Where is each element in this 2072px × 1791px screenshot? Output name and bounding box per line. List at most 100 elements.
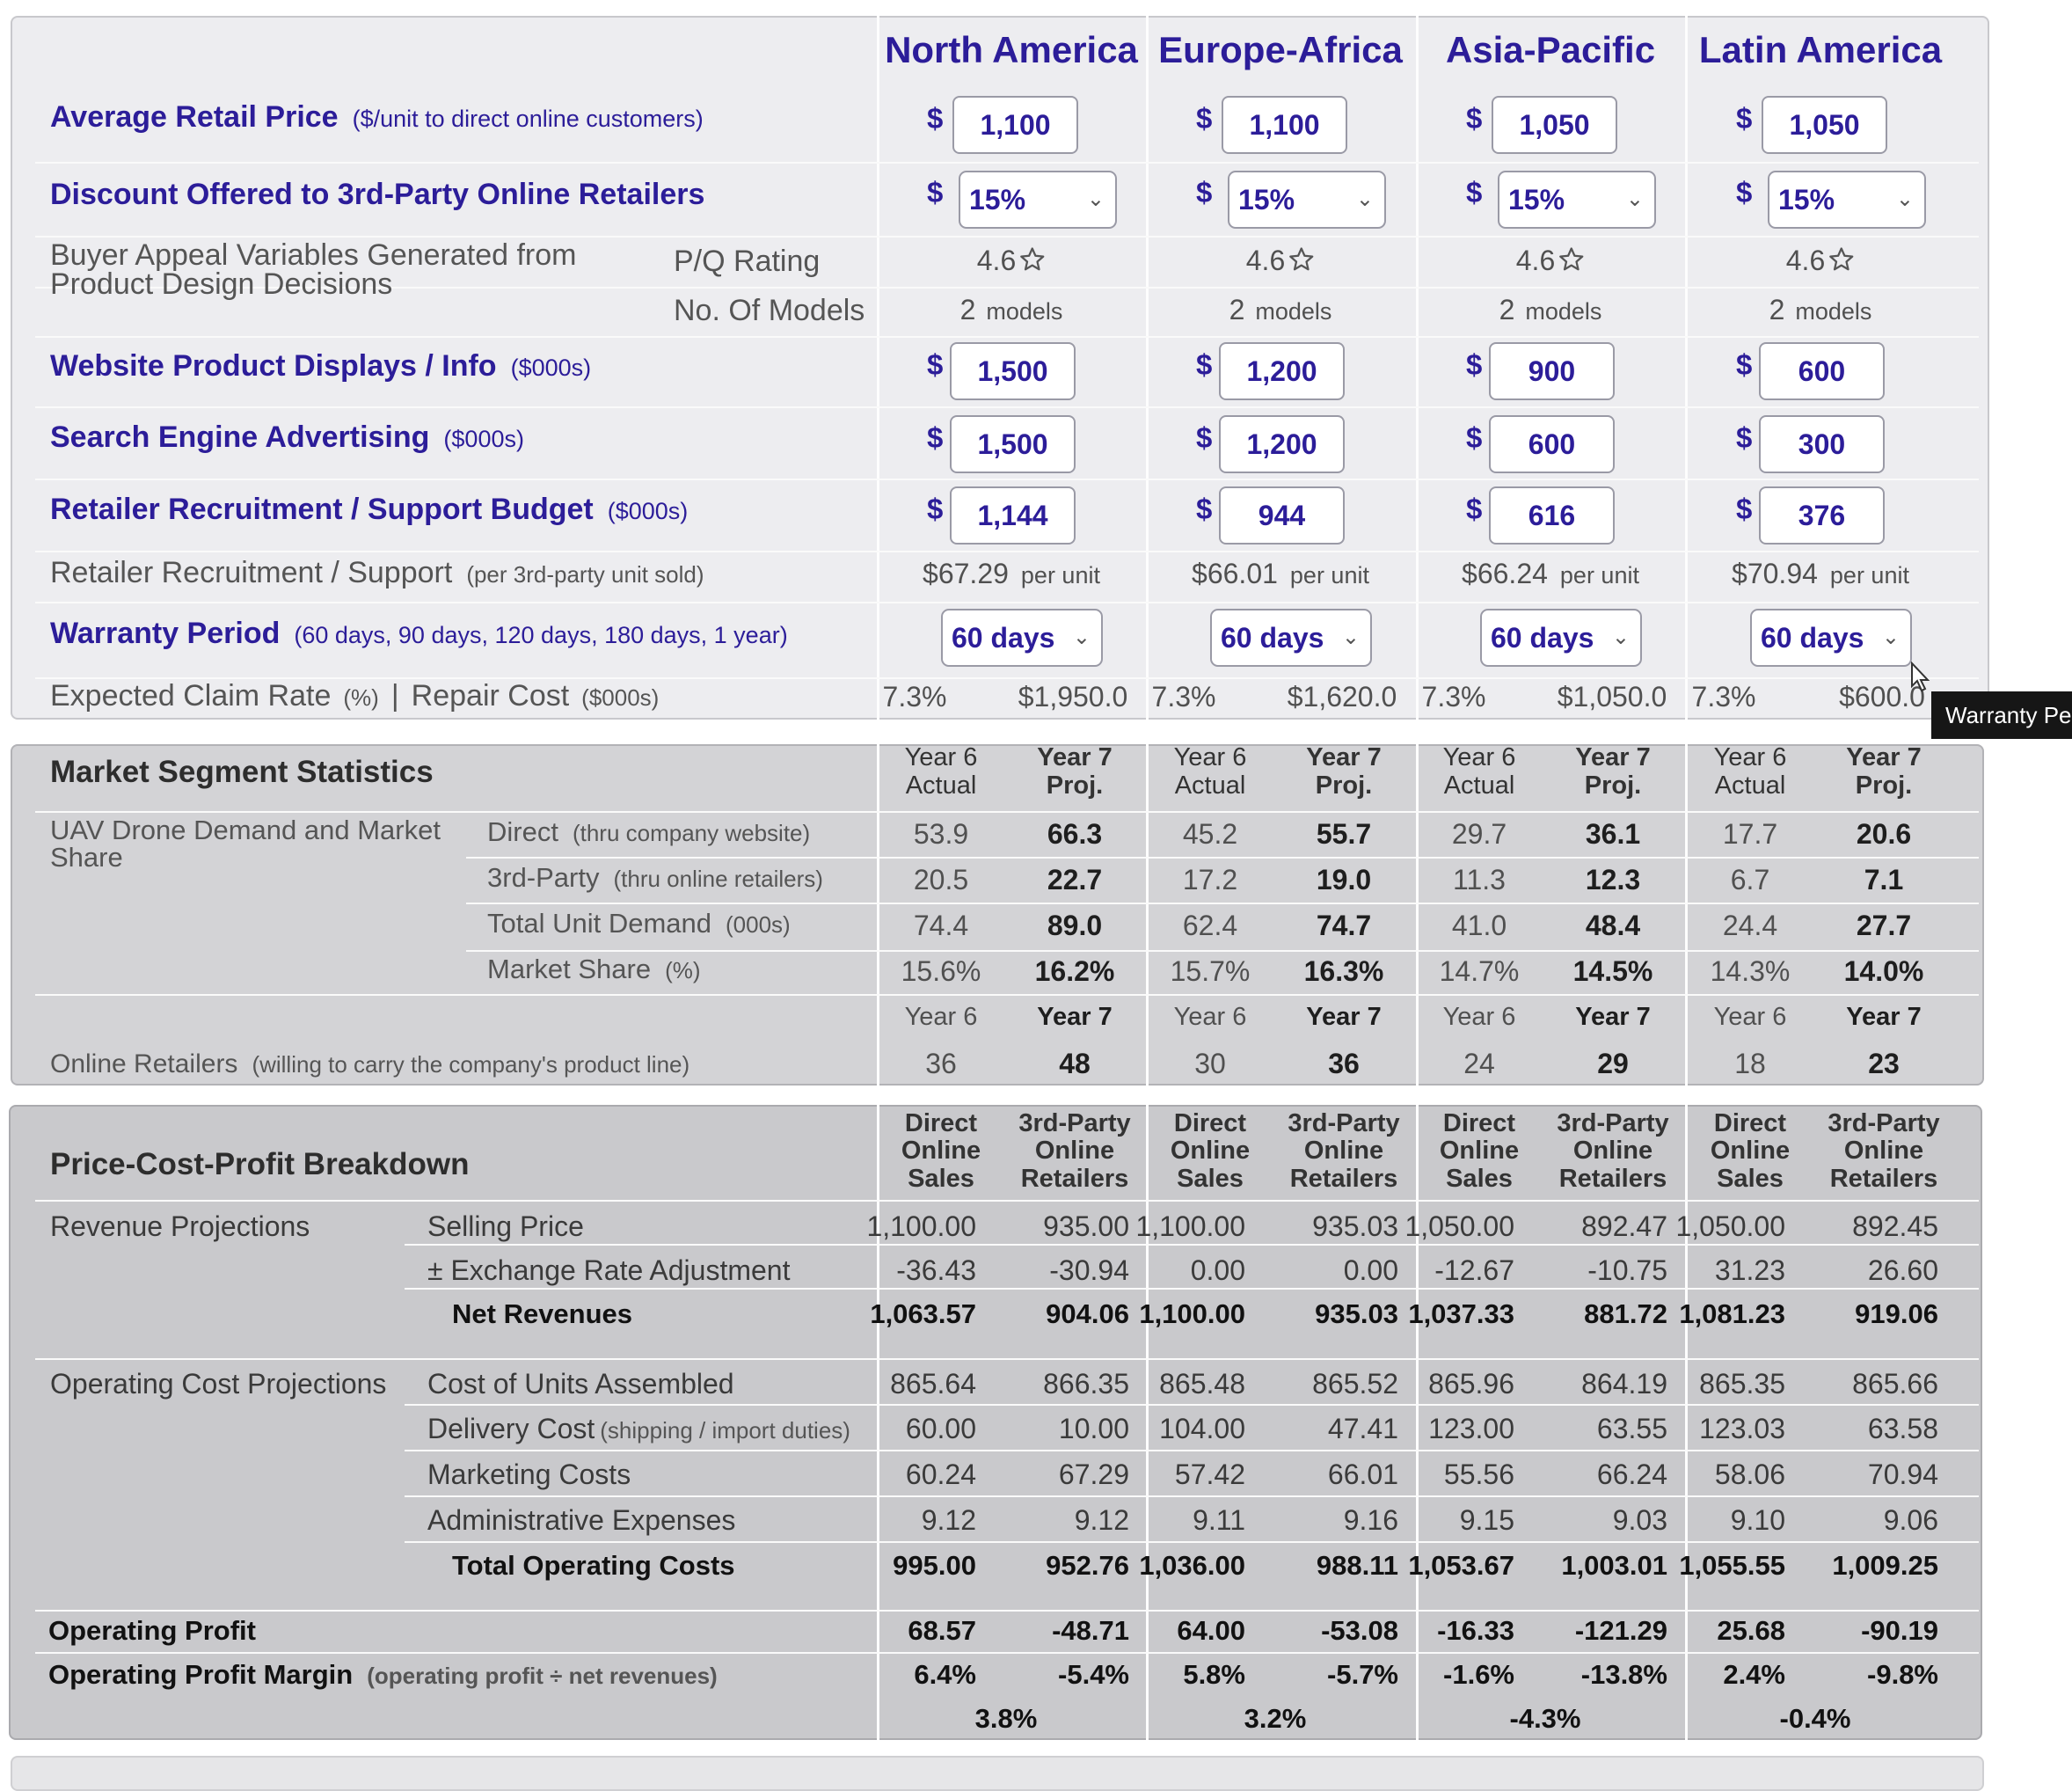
row-divider bbox=[35, 1200, 1979, 1202]
pq-rating-north-america: 4.6 bbox=[977, 246, 1046, 274]
claims-label: Expected Claim Rate (%) | Repair Cost ($000s… bbox=[50, 681, 671, 711]
revenue-value: 31.23 bbox=[1714, 1254, 1785, 1286]
retailer-budget-input-asia-pacific[interactable]: 616 bbox=[1489, 486, 1615, 545]
pq-rating-europe-africa: 4.6 bbox=[1246, 246, 1315, 274]
retailer-support-europe-africa: $66.01 per unit bbox=[1192, 559, 1369, 588]
revenue-value: 1,100.00 bbox=[866, 1210, 976, 1242]
discount-select-latin-america[interactable]: 15% ⌄ bbox=[1768, 171, 1926, 229]
discount-value: 15% bbox=[1508, 184, 1565, 216]
segment-value: 20.6 bbox=[1856, 818, 1912, 850]
search-dollar-asia-pacific: $ bbox=[1466, 421, 1483, 454]
search-input-asia-pacific[interactable]: 600 bbox=[1489, 415, 1615, 473]
operating-profit-value: -16.33 bbox=[1437, 1615, 1514, 1646]
segment-col-header: Year 7 Proj. bbox=[1306, 743, 1382, 800]
segment-value: 66.3 bbox=[1047, 818, 1103, 850]
column-separator bbox=[1146, 744, 1149, 1086]
segment-col-header: Year 7 Proj. bbox=[1037, 743, 1113, 800]
retailer-support-latin-america: $70.94 per unit bbox=[1732, 559, 1909, 588]
website-label: Website Product Displays / Info ($000s) bbox=[50, 351, 591, 381]
avg-price-input-asia-pacific[interactable]: 1,050 bbox=[1492, 96, 1617, 154]
cost-value: 63.58 bbox=[1867, 1413, 1938, 1444]
warranty-select-europe-africa[interactable]: 60 days ⌄ bbox=[1210, 609, 1372, 667]
warranty-select-asia-pacific[interactable]: 60 days ⌄ bbox=[1480, 609, 1642, 667]
warranty-select-north-america[interactable]: 60 days ⌄ bbox=[941, 609, 1103, 667]
pcp-title: Price-Cost-Profit Breakdown bbox=[50, 1147, 470, 1181]
operating-profit-value: 64.00 bbox=[1177, 1615, 1245, 1646]
models-value: 2 bbox=[1229, 294, 1245, 325]
row-divider bbox=[35, 406, 1979, 408]
operating-profit-value: -53.08 bbox=[1321, 1615, 1398, 1646]
operating-margin-value: 6.4% bbox=[914, 1659, 976, 1690]
pcp-col-header: Direct Online Sales bbox=[1170, 1109, 1251, 1193]
retailer-budget-label: Retailer Recruitment / Support Budget ($0… bbox=[50, 494, 688, 524]
online-retailers-label: Online Retailers (willing to carry the co… bbox=[50, 1051, 689, 1078]
discount-select-asia-pacific[interactable]: 15% ⌄ bbox=[1498, 171, 1656, 229]
retailer-budget-dollar-europe-africa: $ bbox=[1196, 493, 1213, 525]
column-separator bbox=[1685, 1105, 1688, 1740]
discount-dollar-latin-america: $ bbox=[1736, 176, 1753, 208]
row-divider bbox=[35, 602, 1979, 603]
retailer-support-asia-pacific: $66.24 per unit bbox=[1462, 559, 1639, 588]
pq-rating-asia-pacific: 4.6 bbox=[1516, 246, 1585, 274]
discount-value: 15% bbox=[969, 184, 1026, 216]
avg-price-input-latin-america[interactable]: 1,050 bbox=[1762, 96, 1887, 154]
revenue-value: 1,063.57 bbox=[870, 1298, 976, 1329]
year-header: Year 6 bbox=[904, 1003, 978, 1031]
discount-select-north-america[interactable]: 15% ⌄ bbox=[959, 171, 1117, 229]
segment-value: 17.2 bbox=[1182, 864, 1238, 896]
search-input-latin-america[interactable]: 300 bbox=[1759, 415, 1885, 473]
retailer-budget-input-europe-africa[interactable]: 944 bbox=[1219, 486, 1345, 545]
search-input-europe-africa[interactable]: 1,200 bbox=[1219, 415, 1345, 473]
retailer-budget-input-north-america[interactable]: 1,144 bbox=[950, 486, 1076, 545]
website-input-north-america[interactable]: 1,500 bbox=[950, 342, 1076, 400]
operating-margin-label-text: Operating Profit Margin bbox=[48, 1659, 354, 1690]
segment-value: 19.0 bbox=[1316, 864, 1372, 896]
row-divider bbox=[405, 1404, 1979, 1406]
website-input-latin-america[interactable]: 600 bbox=[1759, 342, 1885, 400]
claim-rate-latin-america: 7.3% bbox=[1691, 681, 1756, 713]
retailers-value: 18 bbox=[1734, 1048, 1766, 1079]
market-segment-panel bbox=[11, 744, 1984, 1086]
retailer-budget-input-latin-america[interactable]: 376 bbox=[1759, 486, 1885, 545]
row-divider bbox=[405, 1244, 1979, 1246]
segment-value: 89.0 bbox=[1047, 910, 1103, 941]
search-input-north-america[interactable]: 1,500 bbox=[950, 415, 1076, 473]
cost-value: 104.00 bbox=[1159, 1413, 1245, 1444]
column-separator bbox=[877, 744, 879, 1086]
segment-value: 45.2 bbox=[1182, 818, 1238, 850]
segment-col-header: Year 6 Actual bbox=[1173, 743, 1247, 800]
discount-label: Discount Offered to 3rd-Party Online Ret… bbox=[50, 179, 704, 209]
cost-row-label-1: Delivery Cost (shipping / import duties) bbox=[427, 1415, 850, 1443]
revenue-value: 935.00 bbox=[1043, 1210, 1129, 1242]
chevron-down-icon: ⌄ bbox=[1341, 625, 1360, 649]
operating-margin-value: 2.4% bbox=[1723, 1659, 1785, 1690]
discount-dollar-asia-pacific: $ bbox=[1466, 176, 1483, 208]
warranty-select-latin-america[interactable]: 60 days ⌄ bbox=[1750, 609, 1912, 667]
retailers-value: 29 bbox=[1597, 1048, 1629, 1079]
segment-value: 74.7 bbox=[1316, 910, 1372, 941]
cost-value: 1,009.25 bbox=[1832, 1550, 1938, 1581]
website-dollar-latin-america: $ bbox=[1736, 348, 1753, 381]
avg-price-dollar-asia-pacific: $ bbox=[1466, 102, 1483, 135]
website-input-europe-africa[interactable]: 1,200 bbox=[1219, 342, 1345, 400]
revenue-value: 1,050.00 bbox=[1404, 1210, 1514, 1242]
chevron-down-icon: ⌄ bbox=[1086, 187, 1105, 211]
region-header-asia-pacific: Asia-Pacific bbox=[1445, 29, 1656, 70]
operating-margin-value: -1.6% bbox=[1443, 1659, 1514, 1690]
cost-value: 9.16 bbox=[1343, 1504, 1398, 1536]
avg-price-input-north-america[interactable]: 1,100 bbox=[952, 96, 1078, 154]
segment-value: 11.3 bbox=[1453, 864, 1506, 896]
discount-dollar-north-america: $ bbox=[927, 176, 944, 208]
website-input-asia-pacific[interactable]: 900 bbox=[1489, 342, 1615, 400]
pcp-col-header: 3rd-Party Online Retailers bbox=[1828, 1109, 1940, 1193]
star-icon bbox=[1019, 246, 1046, 271]
year-header: Year 6 bbox=[1173, 1003, 1247, 1031]
discount-value: 15% bbox=[1238, 184, 1295, 216]
search-label: Search Engine Advertising ($000s) bbox=[50, 422, 524, 452]
segment-value: 74.4 bbox=[913, 910, 969, 941]
star-icon bbox=[1288, 246, 1315, 271]
cost-value: 865.48 bbox=[1159, 1368, 1245, 1400]
discount-select-europe-africa[interactable]: 15% ⌄ bbox=[1228, 171, 1386, 229]
avg-price-input-europe-africa[interactable]: 1,100 bbox=[1222, 96, 1347, 154]
warranty-value: 60 days bbox=[1491, 622, 1594, 654]
